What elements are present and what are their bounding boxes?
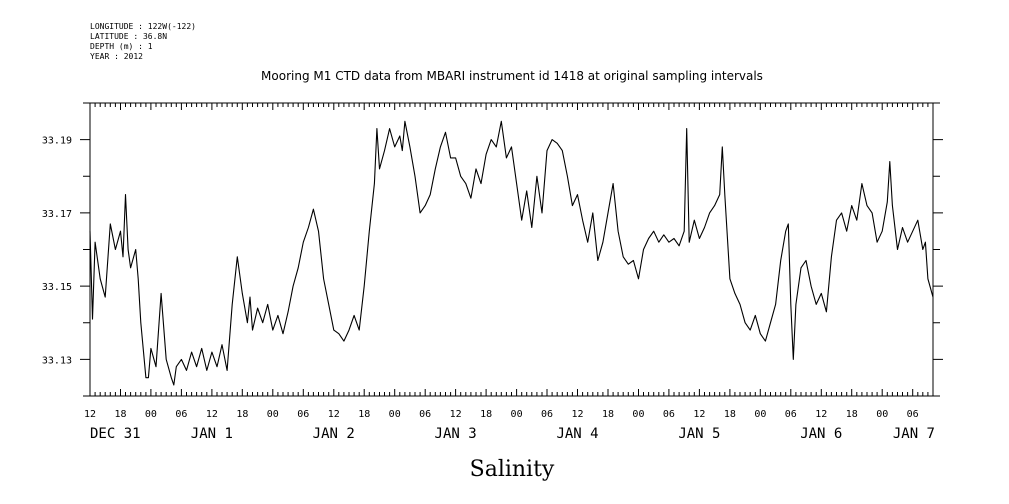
x-tick-label: 12	[693, 409, 705, 420]
date-label: JAN 5	[678, 426, 720, 442]
x-tick-label: 06	[907, 409, 919, 420]
date-label: DEC 31	[90, 426, 141, 442]
y-tick-label: 33.19	[42, 136, 72, 147]
metadata-block: LONGITUDE : 122W(-122) LATITUDE : 36.8N …	[90, 22, 196, 62]
x-axis-label: Salinity	[470, 457, 555, 482]
y-tick-label: 33.13	[42, 355, 72, 366]
y-tick-labels: 33.13 33.15 33.17 33.19	[42, 136, 72, 367]
meta-longitude: LONGITUDE : 122W(-122)	[90, 22, 196, 31]
meta-latitude: LATITUDE : 36.8N	[90, 32, 168, 41]
x-tick-label: 00	[389, 409, 401, 420]
x-tick-label: 12	[206, 409, 218, 420]
x-tick-label: 00	[632, 409, 644, 420]
x-tick-label: 18	[724, 409, 736, 420]
x-tick-label: 00	[511, 409, 523, 420]
x-tick-label: 12	[815, 409, 827, 420]
meta-depth: DEPTH (m) : 1	[90, 42, 153, 51]
x-tick-label: 18	[358, 409, 370, 420]
x-tick-label: 06	[785, 409, 797, 420]
x-tick-label: 18	[602, 409, 614, 420]
x-tick-label: 06	[297, 409, 309, 420]
x-tick-label: 18	[846, 409, 858, 420]
x-tick-label: 12	[84, 409, 96, 420]
y-tick-label: 33.15	[42, 282, 72, 293]
x-tick-label: 18	[480, 409, 492, 420]
tick-marks	[80, 102, 943, 397]
series-layer	[89, 120, 934, 386]
axis-ticks	[80, 102, 943, 397]
date-label: JAN 4	[556, 426, 598, 442]
x-tick-label: 00	[145, 409, 157, 420]
x-tick-label: 06	[175, 409, 187, 420]
x-tick-label: 00	[876, 409, 888, 420]
x-tick-label: 06	[663, 409, 675, 420]
x-tick-label: 00	[754, 409, 766, 420]
date-label: JAN 1	[191, 426, 233, 442]
date-label: JAN 2	[313, 426, 355, 442]
chart-title: Mooring M1 CTD data from MBARI instrumen…	[261, 69, 763, 83]
x-tick-label: 12	[571, 409, 583, 420]
salinity-series-line	[89, 120, 934, 386]
date-label: JAN 3	[435, 426, 477, 442]
date-label: JAN 6	[800, 426, 842, 442]
x-tick-label: 06	[541, 409, 553, 420]
x-tick-label: 12	[328, 409, 340, 420]
x-tick-label: 00	[267, 409, 279, 420]
y-tick-label: 33.17	[42, 209, 72, 220]
x-tick-label: 12	[450, 409, 462, 420]
meta-year: YEAR : 2012	[90, 52, 143, 61]
x-tick-label: 06	[419, 409, 431, 420]
x-tick-label: 18	[114, 409, 126, 420]
x-tick-labels: 12 18 00 06 12 18 00 06 12 18 00 06 12 18 00 06 12 18 00 06…	[84, 409, 935, 442]
x-tick-label: 18	[236, 409, 248, 420]
date-label: JAN 7	[893, 426, 935, 442]
